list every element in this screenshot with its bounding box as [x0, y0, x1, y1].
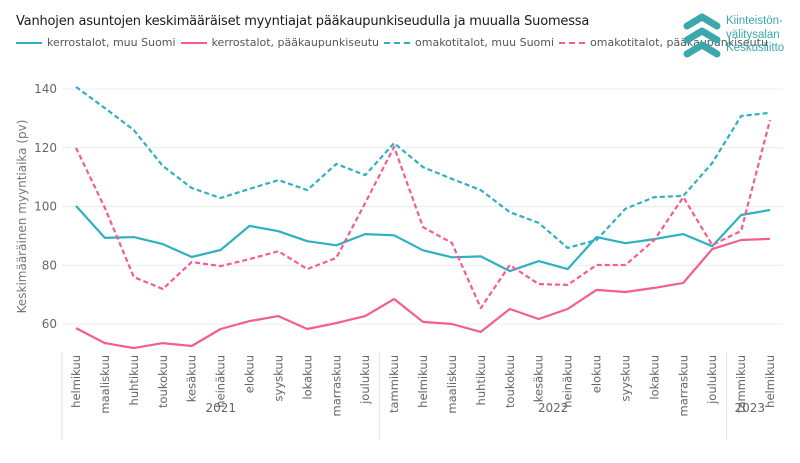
chevrons-logo-icon — [683, 13, 721, 58]
legend-label: kerrostalot, pääkaupunkiseutu — [211, 36, 380, 49]
series-line-3 — [75, 119, 772, 310]
logo-text: Kiinteistön- välitysalan Keskusliitto — [726, 15, 784, 56]
y-tick-label: 140 — [34, 82, 57, 96]
x-tick-label: heinäkuu — [561, 355, 575, 408]
legend-swatch-omakotitalot-pk-seutu — [559, 41, 586, 44]
x-tick-label: huhtikuu — [127, 355, 141, 405]
x-tick-label: helmikuu — [416, 355, 430, 408]
legend-item[interactable]: kerrostalot, pääkaupunkiseutu — [180, 36, 380, 49]
legend-item[interactable]: omakotitalot, muu Suomi — [384, 36, 554, 49]
x-tick-label: helmikuu — [69, 355, 83, 408]
legend-label: omakotitalot, muu Suomi — [415, 36, 555, 49]
legend-label: omakotitalot, pääkaupunkiseutu — [590, 36, 768, 49]
logo: Kiinteistön- välitysalan Keskusliitto — [682, 12, 784, 62]
x-tick-label: elokuu — [590, 355, 604, 393]
x-tick-label: helmikuu — [763, 355, 777, 408]
logo-line: Kiinteistön- — [726, 15, 783, 27]
series-line-1 — [75, 237, 771, 350]
legend-label: kerrostalot, muu Suomi — [47, 36, 176, 49]
x-tick-label: tammikuu — [734, 355, 748, 413]
series-line-2 — [75, 86, 771, 249]
chart-title: Vanhojen asuntojen keskimääräiset myynti… — [16, 14, 590, 29]
x-tick-label: syyskuu — [618, 355, 632, 401]
x-tick-label: lokakuu — [300, 355, 314, 400]
y-tick-label: 60 — [42, 317, 57, 331]
x-tick-label: marraskuu — [676, 355, 690, 416]
y-tick-label: 100 — [34, 200, 57, 214]
legend-item[interactable]: kerrostalot, muu Suomi — [16, 36, 176, 49]
x-tick-label: toukokuu — [503, 355, 517, 408]
x-tick-label: lokakuu — [647, 355, 661, 400]
legend-swatch-kerrostalot-muu-suomi — [16, 41, 42, 44]
x-tick-label: syyskuu — [271, 355, 285, 401]
x-tick-label: tammikuu — [387, 355, 401, 413]
x-tick-label: kesäkuu — [532, 355, 546, 402]
y-axis-title: Keskimääräinen myyntiaika (pv) — [15, 120, 29, 314]
legend-swatch-omakotitalot-muu-suomi — [384, 41, 411, 44]
series-line-0 — [75, 205, 771, 273]
x-tick-label: huhtikuu — [474, 355, 488, 405]
x-tick-label: maaliskuu — [445, 355, 459, 414]
y-tick-label: 120 — [34, 141, 57, 155]
x-tick-label: marraskuu — [329, 355, 343, 416]
logo-line: Keskusliitto — [726, 42, 785, 54]
x-tick-label: joulukuu — [358, 355, 372, 405]
chart-legend: kerrostalot, muu Suomi kerrostalot, pääk… — [16, 36, 773, 49]
y-tick-label: 80 — [42, 258, 57, 272]
x-tick-label: maaliskuu — [98, 355, 112, 414]
x-tick-label: elokuu — [243, 355, 257, 393]
legend-item[interactable]: omakotitalot, pääkaupunkiseutu — [559, 36, 768, 49]
x-tick-label: kesäkuu — [185, 355, 199, 402]
x-tick-label: toukokuu — [156, 355, 170, 408]
x-tick-label: joulukuu — [705, 355, 719, 405]
logo-line: välitysalan — [726, 28, 780, 41]
x-tick-label: heinäkuu — [214, 355, 228, 408]
year-label: 2022 — [538, 401, 569, 415]
year-label: 2021 — [206, 401, 237, 415]
year-label: 2023 — [735, 401, 766, 415]
legend-swatch-kerrostalot-pk-seutu — [180, 41, 207, 44]
